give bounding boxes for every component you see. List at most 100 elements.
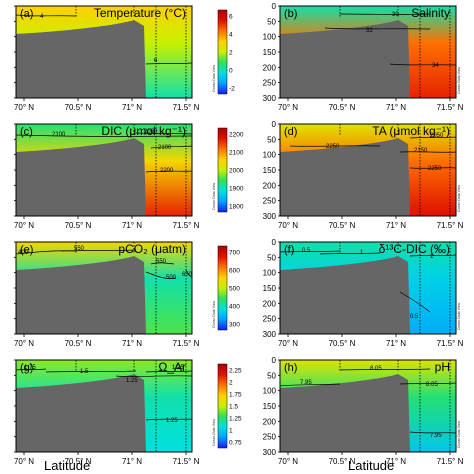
contour-line xyxy=(145,271,177,279)
panel-e: 400 550 550 500 650 (e) pCO₂ (μatm) 70° N 70.5° … xyxy=(14,241,240,348)
x-tick-label: 70.5° N xyxy=(65,221,92,230)
seafloor-land xyxy=(16,256,146,334)
x-tick-label: 70° N xyxy=(278,457,298,466)
contour-line xyxy=(15,134,193,137)
contour-label: 650 xyxy=(182,272,193,278)
x-tick-label: 71° N xyxy=(122,221,142,230)
x-tick-label: 71° N xyxy=(386,221,406,230)
x-tick-label: 70.5° N xyxy=(329,457,356,466)
panel-f: 0.5 1 1 0.5 (f) δ¹³C-DIC (‰) 0 50 100 150 200 250 30… xyxy=(263,238,464,348)
contour-1: 2150 xyxy=(399,148,457,154)
colorbar-tick-label: 4 xyxy=(229,32,233,39)
x-tick-label: 71° N xyxy=(386,103,406,112)
colorbar-tick-label: 500 xyxy=(229,286,240,293)
contour-label: 2150 xyxy=(414,148,428,154)
x-tick-label: 71.5° N xyxy=(173,103,200,112)
seafloor-land xyxy=(280,374,410,452)
contour-label: 1.75 xyxy=(24,365,36,371)
colorbar-tick-label: 0.75 xyxy=(229,440,242,447)
contour-label: 2250 xyxy=(326,144,340,150)
depth-tick-label: 100 xyxy=(263,151,277,160)
contour-2: 8.05 xyxy=(399,382,457,388)
panel-title: Temperature (°C) xyxy=(94,6,186,20)
contour-0: 2250 xyxy=(289,144,381,150)
watermark: Ocean Data View xyxy=(457,420,461,448)
x-tick-label: 71° N xyxy=(122,103,142,112)
depth-tick-label: 150 xyxy=(263,48,277,57)
contour-label: 6 xyxy=(154,58,158,64)
seafloor-land xyxy=(280,138,410,216)
contour-1: 7.95 xyxy=(279,380,341,387)
depth-tick-label: 300 xyxy=(263,212,277,221)
colorbar xyxy=(217,363,228,449)
contour-line xyxy=(339,368,431,371)
x-tick-label: 70.5° N xyxy=(329,221,356,230)
panel-title: Ω_Ar xyxy=(158,360,186,374)
x-tick-label: 70° N xyxy=(278,339,298,348)
watermark: Ocean Data View xyxy=(212,300,216,328)
contour-line xyxy=(145,62,193,65)
colorbar-tick-label: -2 xyxy=(229,86,235,93)
contour-label: 2100 xyxy=(158,145,172,151)
colorbar-tick-label: 2 xyxy=(229,50,233,57)
colorbar xyxy=(217,127,228,213)
contour-label: 2100 xyxy=(52,132,66,138)
seafloor-land xyxy=(280,20,410,98)
contour-label: 2050 xyxy=(430,133,444,139)
depth-tick-label: 200 xyxy=(263,181,277,190)
contour-line xyxy=(409,136,457,139)
contour-3: 2250 xyxy=(409,166,457,172)
contour-3: 2200 xyxy=(145,168,193,174)
panel-letter: (a) xyxy=(20,8,33,20)
x-tick-label: 70° N xyxy=(14,221,34,230)
contour-2: 1.25 xyxy=(115,375,193,384)
contour-2: 2100 xyxy=(150,145,193,151)
watermark: Ocean Data View xyxy=(457,184,461,212)
contour-label: 1.5 xyxy=(80,369,89,375)
contour-label: 1.25 xyxy=(172,365,184,371)
depth-tick-label: 150 xyxy=(263,166,277,175)
contour-label: 1 xyxy=(360,250,364,256)
contour-0: 4 xyxy=(15,14,77,20)
contour-4: 1.25 xyxy=(145,418,193,424)
x-tick-label: 71.5° N xyxy=(173,457,200,466)
panel-letter: (d) xyxy=(284,126,297,138)
colorbar-tick-label: 1.75 xyxy=(229,392,242,399)
x-tick-label: 71° N xyxy=(122,457,142,466)
colorbar-tick-label: 2000 xyxy=(229,168,244,175)
contour-2: 1 xyxy=(409,254,457,260)
contour-line xyxy=(150,145,193,149)
contour-line xyxy=(115,375,193,378)
contour-label: 32 xyxy=(366,28,373,34)
depth-tick-label: 0 xyxy=(272,356,277,365)
depth-tick-label: 100 xyxy=(263,269,277,278)
contour-1: 32 xyxy=(324,27,431,34)
depth-tick-label: 250 xyxy=(263,197,277,206)
colorbar xyxy=(217,245,228,331)
contour-line xyxy=(399,151,457,153)
seafloor-land xyxy=(16,374,146,452)
contour-1: 550 xyxy=(60,246,137,252)
watermark: Ocean Data View xyxy=(457,66,461,94)
x-tick-label: 70° N xyxy=(14,103,34,112)
watermark: Ocean Data View xyxy=(212,182,216,210)
panel-letter: (b) xyxy=(284,8,297,20)
colorbar-tick-label: 1.25 xyxy=(229,416,242,423)
x-tick-label: 71° N xyxy=(122,339,142,348)
contour-label: 1.25 xyxy=(166,418,178,424)
depth-tick-label: 50 xyxy=(267,135,276,144)
panel-a: 4 6 (a) Temperature (°C) 70° N 70.5° N 71° N 71… xyxy=(14,5,235,112)
contour-0: 30 xyxy=(339,12,431,18)
x-tick-label: 71.5° N xyxy=(437,339,464,348)
contour-label: 550 xyxy=(156,259,167,265)
colorbar-tick-label: 0 xyxy=(229,68,233,75)
x-axis-title-left: Latitude xyxy=(44,458,90,473)
x-tick-label: 70° N xyxy=(14,339,34,348)
contour-line xyxy=(324,27,431,30)
colorbar-tick-label: 300 xyxy=(229,322,240,329)
contour-2: 34 xyxy=(389,63,457,69)
contour-label: 0.5 xyxy=(302,248,311,254)
depth-tick-label: 150 xyxy=(263,284,277,293)
panel-letter: (c) xyxy=(20,126,33,138)
